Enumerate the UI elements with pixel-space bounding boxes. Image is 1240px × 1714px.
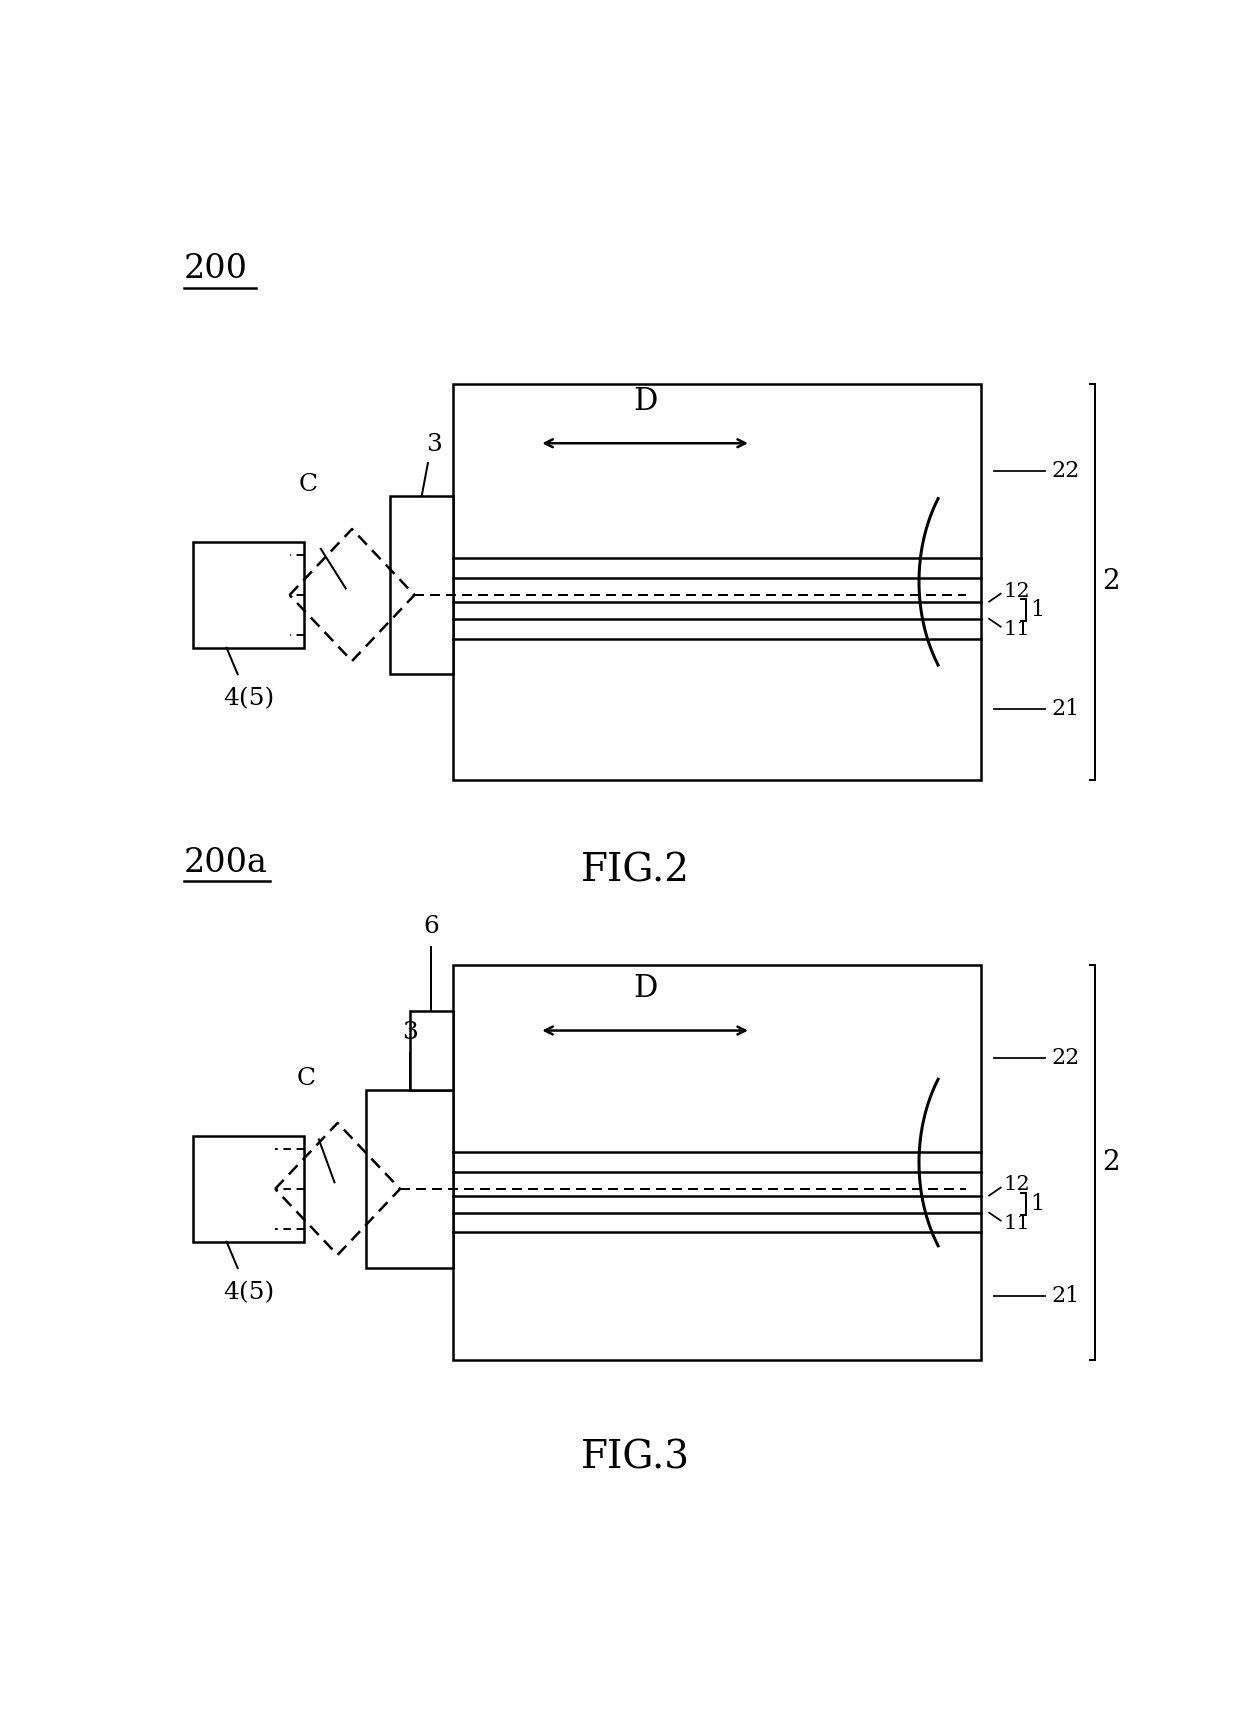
Text: 6: 6	[423, 915, 439, 938]
Text: 3: 3	[427, 434, 443, 456]
Text: 21: 21	[1052, 1286, 1080, 1308]
Text: 3: 3	[402, 1022, 418, 1044]
Text: 2: 2	[1102, 569, 1120, 595]
Text: 21: 21	[1052, 698, 1080, 720]
Text: 22: 22	[1052, 459, 1080, 482]
Text: FIG.2: FIG.2	[582, 852, 689, 890]
Bar	[391, 495, 453, 674]
Text: FIG.3: FIG.3	[582, 1440, 689, 1477]
Text: 11: 11	[1003, 1214, 1030, 1232]
Text: 22: 22	[1052, 1047, 1080, 1070]
Bar	[453, 965, 982, 1361]
Text: 1: 1	[1030, 1193, 1044, 1215]
Bar	[193, 1136, 304, 1241]
Text: 200a: 200a	[184, 847, 268, 879]
Text: D: D	[632, 386, 657, 417]
Text: C: C	[299, 473, 317, 495]
Text: 12: 12	[1003, 581, 1030, 600]
Text: 2: 2	[1102, 1148, 1120, 1176]
Text: 200: 200	[184, 254, 248, 285]
Text: 12: 12	[1003, 1176, 1030, 1195]
Text: D: D	[632, 974, 657, 1004]
Bar	[367, 1090, 453, 1268]
Bar	[409, 1011, 453, 1090]
Text: 4(5): 4(5)	[223, 1282, 274, 1304]
Text: C: C	[296, 1066, 316, 1090]
Bar	[193, 542, 304, 648]
Text: 1: 1	[1030, 600, 1044, 620]
Bar	[453, 384, 982, 780]
Text: 4(5): 4(5)	[223, 687, 274, 710]
Text: 11: 11	[1003, 620, 1030, 639]
